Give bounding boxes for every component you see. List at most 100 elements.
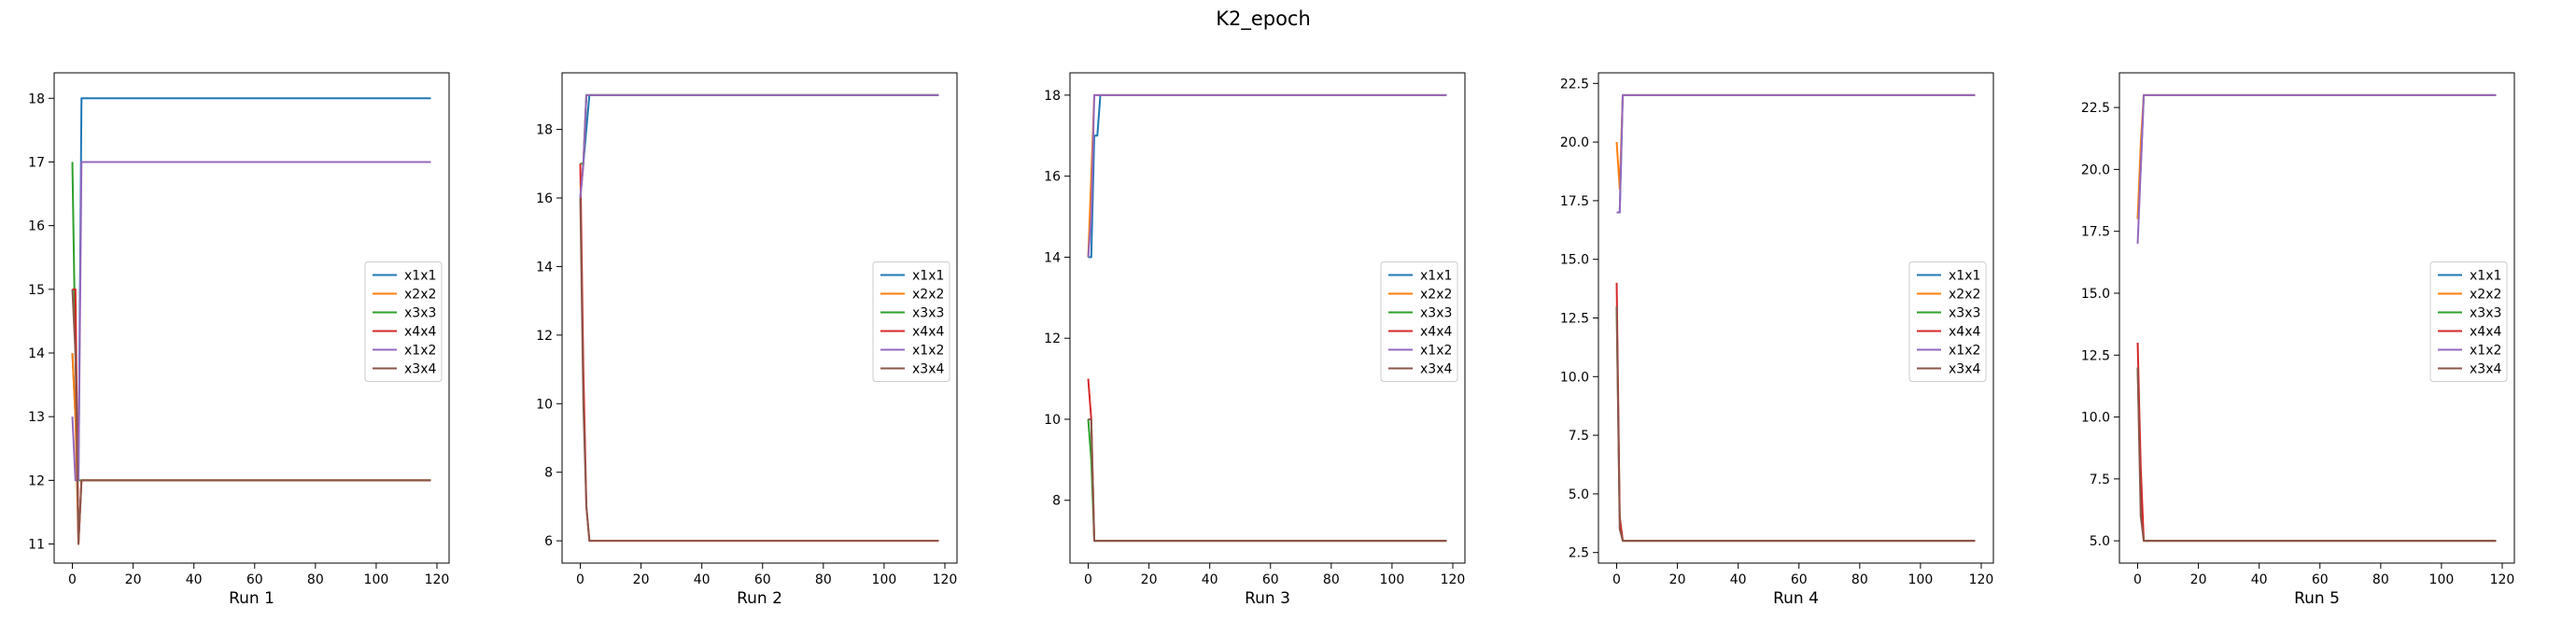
y-tick-label: 17.5	[2081, 225, 2110, 240]
x-tick-label: 100	[2429, 572, 2455, 587]
legend-label-x2x2: x2x2	[1949, 288, 1980, 303]
legend-label-x4x4: x4x4	[912, 325, 944, 340]
legend-label-x1x2: x1x2	[404, 344, 436, 359]
series-line-x3x3	[1087, 418, 1447, 543]
y-tick-label: 12	[28, 473, 45, 488]
y-tick-label: 16	[536, 191, 553, 206]
figure-title: K2_epoch	[1216, 7, 1311, 31]
legend-label-x1x2: x1x2	[1420, 344, 1452, 359]
legend-label-x3x4: x3x4	[404, 362, 436, 377]
x-tick-label: 20	[633, 572, 650, 587]
legend-box	[2429, 261, 2508, 382]
x-tick-label: 40	[2251, 572, 2268, 587]
series-line-x1x2	[1616, 93, 1976, 214]
y-tick-label: 8	[1052, 494, 1061, 509]
legend-label-x1x1: x1x1	[2470, 269, 2501, 284]
y-tick-label: 6	[544, 534, 553, 549]
x-axis-label: Run 4	[1773, 589, 1819, 608]
y-tick-label: 10.0	[1560, 370, 1589, 385]
legend-label-x4x4: x4x4	[404, 325, 436, 340]
legend: x1x1 x2x2 x3x3 x4x4 x1x2 x3x4	[1908, 261, 1987, 382]
x-tick-label: 20	[1669, 572, 1686, 587]
x-tick-label: 60	[1262, 572, 1279, 587]
x-tick-label: 80	[2372, 572, 2389, 587]
y-tick-label: 16	[1044, 170, 1061, 185]
legend-label-x3x4: x3x4	[912, 362, 944, 377]
x-tick-label: 120	[425, 572, 450, 587]
y-tick-label: 10	[1044, 413, 1061, 428]
series-line-x2x2	[2136, 93, 2497, 219]
legend-label-x3x4: x3x4	[2470, 362, 2501, 377]
x-tick-label: 60	[1791, 572, 1808, 587]
y-tick-label: 20.0	[2081, 162, 2110, 177]
x-tick-label: 40	[1202, 572, 1218, 587]
legend-label-x4x4: x4x4	[1949, 325, 1980, 340]
series-line-x2x2	[1087, 93, 1447, 258]
x-tick-label: 120	[2490, 572, 2515, 587]
y-tick-label: 16	[28, 219, 45, 234]
y-tick-label: 7.5	[1569, 429, 1589, 444]
series-line-x2x2	[1615, 93, 1976, 191]
legend-label-x3x3: x3x3	[912, 306, 944, 321]
x-tick-label: 0	[68, 572, 77, 587]
legend-box	[872, 261, 950, 382]
y-tick-label: 18	[1044, 89, 1061, 104]
x-tick-label: 80	[307, 572, 324, 587]
x-axis-label: Run 2	[737, 589, 782, 608]
series-line-x3x4	[579, 197, 939, 543]
x-tick-label: 80	[1851, 572, 1868, 587]
y-tick-label: 7.5	[2090, 473, 2110, 487]
series-line-x3x4	[71, 289, 431, 545]
legend-label-x1x2: x1x2	[1949, 344, 1980, 359]
x-tick-label: 20	[1141, 572, 1158, 587]
legend: x1x1 x2x2 x3x3 x4x4 x1x2 x3x4	[1380, 261, 1458, 382]
legend-label-x3x3: x3x3	[1420, 306, 1452, 321]
chart-panel-4: 0 20 40 60 80 100 120 2.5 5.0 7.5 10.0 12.5 15.0 17.5…	[1560, 72, 1994, 608]
legend-label-x1x2: x1x2	[912, 344, 944, 359]
axes-frame	[561, 72, 958, 564]
y-tick-label: 14	[1044, 250, 1061, 265]
legend-label-x1x1: x1x1	[404, 269, 436, 284]
x-tick-label: 40	[1730, 572, 1747, 587]
series-line-x1x2	[2136, 93, 2497, 244]
legend-label-x1x1: x1x1	[1420, 269, 1452, 284]
axes-frame	[53, 72, 450, 564]
series-line-x1x1	[1088, 93, 1447, 259]
y-tick-label: 10	[536, 397, 553, 412]
y-tick-label: 22.5	[2081, 101, 2110, 116]
series-line-x3x4	[2136, 367, 2497, 543]
x-tick-label: 60	[246, 572, 263, 587]
chart-panel-1: 0 20 40 60 80 100 120 11 12 13 14 15 16 17 18 Run 1 x1x1…	[28, 72, 450, 608]
y-tick-label: 22.5	[1560, 77, 1589, 92]
x-axis-label: Run 5	[2294, 589, 2340, 608]
x-tick-label: 0	[1084, 572, 1092, 587]
x-tick-label: 100	[872, 572, 897, 587]
legend-label-x4x4: x4x4	[1420, 325, 1452, 340]
x-tick-label: 20	[2190, 572, 2207, 587]
axes-frame	[2119, 72, 2515, 564]
series-line-x1x2	[579, 93, 939, 199]
series-line-x3x3	[580, 93, 939, 165]
y-tick-label: 12	[536, 329, 553, 344]
series-line-x3x4	[1088, 417, 1447, 543]
x-axis-label: Run 3	[1245, 589, 1290, 608]
x-tick-label: 20	[125, 572, 142, 587]
y-tick-label: 15.0	[2081, 287, 2110, 302]
legend-label-x2x2: x2x2	[912, 288, 944, 303]
y-tick-label: 18	[28, 92, 45, 106]
x-tick-label: 120	[1969, 572, 1994, 587]
legend-label-x3x3: x3x3	[1949, 306, 1980, 321]
legend-label-x2x2: x2x2	[404, 288, 436, 303]
y-tick-label: 20.0	[1560, 135, 1589, 150]
y-tick-label: 10.0	[2081, 411, 2110, 426]
series-line-x1x2	[1087, 93, 1447, 258]
series-lines	[2136, 93, 2497, 543]
y-tick-label: 15.0	[1560, 253, 1589, 268]
series-line-x1x1	[1616, 93, 1976, 214]
series-lines	[1087, 93, 1447, 543]
legend-box	[1908, 261, 1987, 382]
legend-label-x1x1: x1x1	[912, 269, 944, 284]
series-line-x3x4	[1615, 305, 1976, 543]
